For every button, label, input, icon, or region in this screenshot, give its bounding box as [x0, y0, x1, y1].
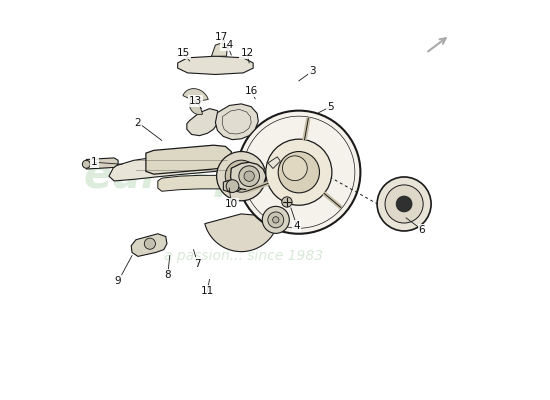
Polygon shape	[223, 180, 241, 192]
Text: 1: 1	[91, 157, 97, 167]
Circle shape	[283, 156, 307, 181]
Polygon shape	[205, 214, 279, 252]
Text: 15: 15	[177, 48, 190, 58]
Circle shape	[237, 111, 360, 234]
Circle shape	[273, 217, 279, 223]
Text: 7: 7	[194, 258, 201, 268]
Text: eurospares: eurospares	[84, 155, 347, 197]
Text: 4: 4	[294, 221, 300, 231]
Text: 16: 16	[245, 86, 258, 96]
Polygon shape	[233, 152, 273, 169]
Text: 6: 6	[419, 225, 425, 235]
Circle shape	[262, 206, 289, 233]
Text: 5: 5	[327, 102, 334, 112]
Polygon shape	[303, 118, 310, 140]
Polygon shape	[146, 145, 232, 174]
Polygon shape	[183, 89, 208, 102]
Circle shape	[234, 169, 249, 184]
Circle shape	[226, 160, 257, 192]
Circle shape	[239, 166, 260, 186]
Circle shape	[82, 160, 90, 168]
Polygon shape	[86, 158, 118, 169]
Text: 12: 12	[240, 48, 254, 58]
Circle shape	[278, 152, 320, 193]
Text: 14: 14	[221, 40, 234, 50]
Text: 11: 11	[201, 286, 214, 296]
Circle shape	[268, 212, 284, 228]
Polygon shape	[247, 182, 268, 192]
Polygon shape	[109, 152, 233, 181]
Polygon shape	[131, 234, 167, 256]
Text: 8: 8	[164, 270, 171, 280]
Polygon shape	[323, 192, 342, 209]
Polygon shape	[158, 175, 223, 191]
Circle shape	[266, 139, 332, 205]
Circle shape	[226, 180, 239, 192]
Circle shape	[282, 197, 292, 207]
Polygon shape	[187, 109, 219, 136]
Circle shape	[144, 238, 156, 249]
Text: 3: 3	[310, 66, 316, 76]
Text: 2: 2	[135, 118, 141, 128]
Circle shape	[396, 196, 412, 212]
Circle shape	[385, 185, 423, 223]
Polygon shape	[190, 99, 202, 114]
Polygon shape	[211, 43, 227, 56]
Text: 17: 17	[214, 32, 228, 42]
Circle shape	[377, 177, 431, 231]
Text: 13: 13	[189, 96, 202, 106]
Circle shape	[244, 171, 254, 181]
Polygon shape	[178, 56, 253, 74]
Text: 10: 10	[225, 199, 238, 209]
Text: a passion... since 1983: a passion... since 1983	[164, 249, 323, 263]
Text: 9: 9	[115, 276, 122, 286]
Polygon shape	[268, 157, 280, 168]
Polygon shape	[216, 104, 258, 140]
Circle shape	[217, 152, 266, 201]
Polygon shape	[230, 162, 266, 190]
